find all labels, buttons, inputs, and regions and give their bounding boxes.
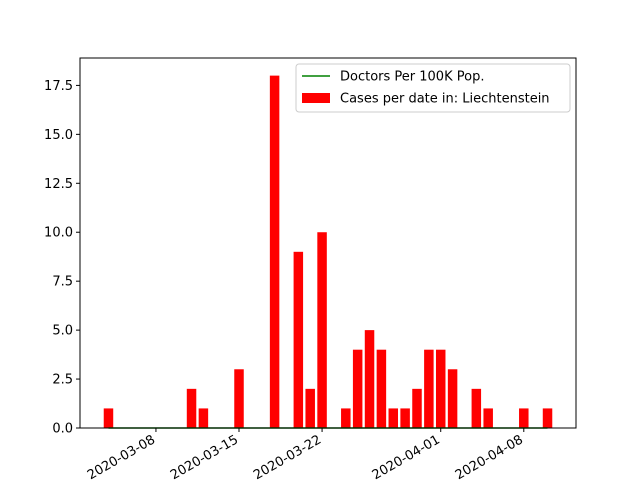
bar [341, 408, 351, 428]
bar [234, 369, 244, 428]
bar [376, 349, 387, 428]
bar [412, 388, 422, 428]
legend-bar-swatch [302, 93, 330, 103]
legend-box [295, 63, 571, 113]
bar [400, 408, 410, 428]
bar [317, 232, 327, 428]
plot-frame [79, 57, 577, 429]
y-tick-label: 17.5 [44, 79, 73, 94]
y-tick-label: 5.0 [52, 324, 73, 339]
y-tick-label: 7.5 [52, 275, 73, 290]
x-axis-ticks: 2020-03-08 2020-03-15 2020-03-22 2020-04-01… [85, 428, 526, 480]
y-tick-label: 0.0 [52, 422, 73, 437]
bar-series [103, 75, 553, 428]
bar [352, 349, 363, 428]
x-tick-label: 2020-03-22 [251, 432, 324, 480]
axes [79, 57, 577, 429]
bar [305, 388, 315, 428]
bar [542, 408, 553, 428]
bar [471, 388, 482, 428]
plot-background [80, 58, 576, 428]
y-tick-label: 12.5 [44, 177, 73, 192]
x-tick-label: 2020-04-01 [370, 432, 443, 480]
bar [519, 408, 529, 428]
x-tick-label: 2020-03-15 [168, 432, 241, 480]
bar [483, 408, 493, 428]
y-axis-ticks: 0.0 2.5 5.0 7.5 10.0 12.5 15.0 17.5 [44, 79, 80, 437]
bar [364, 330, 375, 428]
y-tick-label: 2.5 [52, 373, 73, 388]
legend-label: Doctors Per 100K Pop. [340, 70, 484, 85]
bar [293, 251, 304, 428]
bar [424, 349, 434, 428]
y-tick-label: 15.0 [44, 128, 73, 143]
bar [269, 75, 280, 428]
bar [447, 369, 458, 428]
bar [198, 408, 209, 428]
bar [103, 408, 114, 428]
x-tick-label: 2020-04-08 [453, 432, 526, 480]
y-tick-label: 10.0 [44, 226, 73, 241]
legend: Doctors Per 100K Pop. Cases per date in: … [295, 63, 571, 113]
bar [388, 408, 399, 428]
legend-label: Cases per date in: Liechtenstein [340, 92, 550, 107]
bar [186, 388, 197, 428]
bar [435, 349, 446, 428]
x-tick-label: 2020-03-08 [85, 432, 158, 480]
